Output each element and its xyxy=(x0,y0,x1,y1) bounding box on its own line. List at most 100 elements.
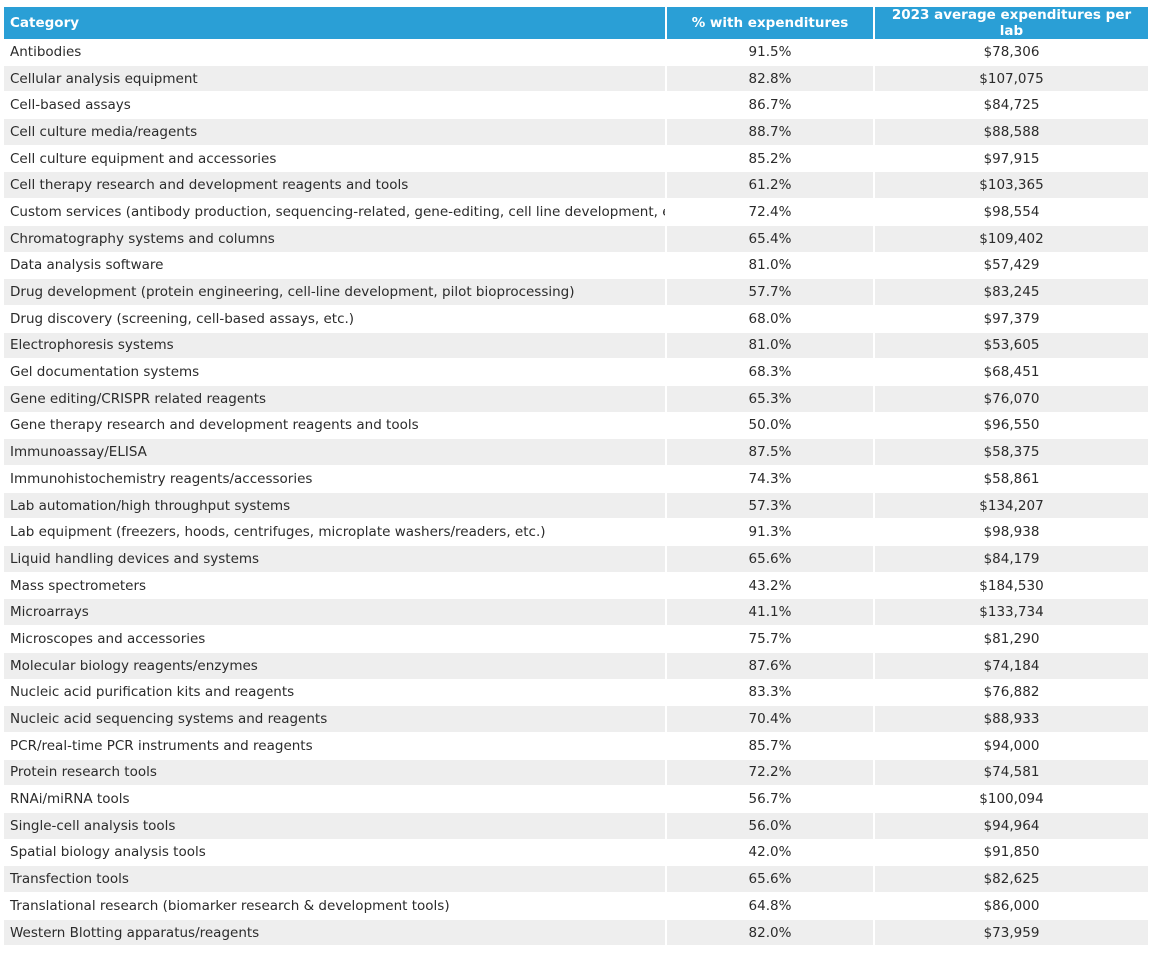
table-row: Cell culture equipment and accessories 85… xyxy=(4,145,1148,173)
cell-percent-with-expenditures: 65.3% xyxy=(667,385,875,413)
cell-category: RNAi/miRNA tools xyxy=(4,786,667,813)
cell-average-expenditures: $100,094 xyxy=(875,786,1148,813)
cell-category: Immunoassay/ELISA xyxy=(4,439,667,466)
cell-category: Lab equipment (freezers, hoods, centrifu… xyxy=(4,519,667,547)
cell-category: Cell culture equipment and accessories xyxy=(4,145,667,173)
cell-percent-with-expenditures: 65.6% xyxy=(667,546,875,573)
cell-percent-with-expenditures: 61.2% xyxy=(667,172,875,200)
cell-percent-with-expenditures: 72.2% xyxy=(667,759,875,787)
cell-category: PCR/real-time PCR instruments and reagen… xyxy=(4,732,667,760)
table-row: Data analysis software 81.0% $57,429 xyxy=(4,252,1148,280)
cell-average-expenditures: $91,850 xyxy=(875,839,1148,867)
cell-category: Mass spectrometers xyxy=(4,572,667,600)
cell-average-expenditures: $83,245 xyxy=(875,279,1148,306)
table-row: Nucleic acid purification kits and reage… xyxy=(4,679,1148,707)
cell-percent-with-expenditures: 83.3% xyxy=(667,679,875,707)
cell-category: Gene editing/CRISPR related reagents xyxy=(4,385,667,413)
cell-average-expenditures: $84,725 xyxy=(875,92,1148,120)
cell-percent-with-expenditures: 68.3% xyxy=(667,359,875,386)
expenditures-table-container: Category % with expenditures 2023 averag… xyxy=(4,7,1148,947)
table-row: Gel documentation systems 68.3% $68,451 xyxy=(4,359,1148,386)
column-header-category: Category xyxy=(4,7,667,39)
cell-percent-with-expenditures: 75.7% xyxy=(667,626,875,653)
table-row: RNAi/miRNA tools 56.7% $100,094 xyxy=(4,786,1148,813)
cell-percent-with-expenditures: 57.7% xyxy=(667,279,875,306)
cell-percent-with-expenditures: 91.3% xyxy=(667,519,875,547)
cell-category: Chromatography systems and columns xyxy=(4,225,667,253)
cell-category: Immunohistochemistry reagents/accessorie… xyxy=(4,466,667,493)
table-body: Antibodies 91.5% $78,306 Cellular analysis … xyxy=(4,39,1148,947)
cell-category: Electrophoresis systems xyxy=(4,332,667,360)
cell-average-expenditures: $184,530 xyxy=(875,572,1148,600)
table-row: Drug development (protein engineering, c… xyxy=(4,279,1148,306)
cell-average-expenditures: $103,365 xyxy=(875,172,1148,200)
cell-percent-with-expenditures: 85.2% xyxy=(667,145,875,173)
cell-category: Molecular biology reagents/enzymes xyxy=(4,652,667,680)
table-row: Gene therapy research and development re… xyxy=(4,412,1148,440)
cell-average-expenditures: $133,734 xyxy=(875,599,1148,627)
table-row: Nucleic acid sequencing systems and reag… xyxy=(4,706,1148,733)
cell-average-expenditures: $88,588 xyxy=(875,119,1148,146)
table-row: Immunohistochemistry reagents/accessorie… xyxy=(4,466,1148,493)
table-row: Liquid handling devices and systems 65.6%… xyxy=(4,546,1148,573)
cell-average-expenditures: $98,938 xyxy=(875,519,1148,547)
table-row: Custom services (antibody production, se… xyxy=(4,199,1148,226)
cell-percent-with-expenditures: 86.7% xyxy=(667,92,875,120)
cell-percent-with-expenditures: 65.6% xyxy=(667,866,875,893)
cell-category: Antibodies xyxy=(4,39,667,66)
cell-category: Microarrays xyxy=(4,599,667,627)
cell-percent-with-expenditures: 56.7% xyxy=(667,786,875,813)
cell-percent-with-expenditures: 64.8% xyxy=(667,893,875,920)
cell-average-expenditures: $68,451 xyxy=(875,359,1148,386)
cell-percent-with-expenditures: 91.5% xyxy=(667,39,875,66)
table-row: Lab equipment (freezers, hoods, centrifu… xyxy=(4,519,1148,547)
cell-category: Translational research (biomarker resear… xyxy=(4,893,667,920)
cell-average-expenditures: $81,290 xyxy=(875,626,1148,653)
cell-category: Nucleic acid sequencing systems and reag… xyxy=(4,706,667,733)
header-row: Category % with expenditures 2023 averag… xyxy=(4,7,1148,39)
cell-percent-with-expenditures: 41.1% xyxy=(667,599,875,627)
cell-average-expenditures: $94,964 xyxy=(875,812,1148,840)
cell-average-expenditures: $94,000 xyxy=(875,732,1148,760)
cell-category: Gel documentation systems xyxy=(4,359,667,386)
cell-average-expenditures: $97,379 xyxy=(875,305,1148,333)
table-row: Mass spectrometers 43.2% $184,530 xyxy=(4,572,1148,600)
cell-average-expenditures: $98,554 xyxy=(875,199,1148,226)
table-row: Single-cell analysis tools 56.0% $94,964 xyxy=(4,812,1148,840)
cell-category: Liquid handling devices and systems xyxy=(4,546,667,573)
table-row: Cell-based assays 86.7% $84,725 xyxy=(4,92,1148,120)
cell-percent-with-expenditures: 65.4% xyxy=(667,225,875,253)
cell-category: Gene therapy research and development re… xyxy=(4,412,667,440)
cell-percent-with-expenditures: 43.2% xyxy=(667,572,875,600)
cell-average-expenditures: $58,375 xyxy=(875,439,1148,466)
cell-percent-with-expenditures: 68.0% xyxy=(667,305,875,333)
cell-average-expenditures: $88,933 xyxy=(875,706,1148,733)
cell-average-expenditures: $82,625 xyxy=(875,866,1148,893)
table-row: Transfection tools 65.6% $82,625 xyxy=(4,866,1148,893)
table-row: Antibodies 91.5% $78,306 xyxy=(4,39,1148,66)
cell-category: Transfection tools xyxy=(4,866,667,893)
cell-average-expenditures: $84,179 xyxy=(875,546,1148,573)
cell-category: Protein research tools xyxy=(4,759,667,787)
table-row: Cellular analysis equipment 82.8% $107,075 xyxy=(4,65,1148,93)
table-row: Drug discovery (screening, cell-based as… xyxy=(4,305,1148,333)
table-row: Lab automation/high throughput systems 57… xyxy=(4,492,1148,520)
cell-average-expenditures: $74,184 xyxy=(875,652,1148,680)
cell-percent-with-expenditures: 81.0% xyxy=(667,332,875,360)
cell-category: Cellular analysis equipment xyxy=(4,65,667,93)
cell-average-expenditures: $97,915 xyxy=(875,145,1148,173)
cell-average-expenditures: $107,075 xyxy=(875,65,1148,93)
cell-category: Data analysis software xyxy=(4,252,667,280)
cell-category: Microscopes and accessories xyxy=(4,626,667,653)
cell-category: Cell-based assays xyxy=(4,92,667,120)
table-row: Cell culture media/reagents 88.7% $88,588 xyxy=(4,119,1148,146)
cell-category: Cell therapy research and development re… xyxy=(4,172,667,200)
cell-percent-with-expenditures: 81.0% xyxy=(667,252,875,280)
expenditures-table: Category % with expenditures 2023 averag… xyxy=(4,7,1148,947)
cell-category: Drug development (protein engineering, c… xyxy=(4,279,667,306)
table-row: Microscopes and accessories 75.7% $81,290 xyxy=(4,626,1148,653)
cell-percent-with-expenditures: 82.0% xyxy=(667,919,875,947)
cell-percent-with-expenditures: 88.7% xyxy=(667,119,875,146)
cell-category: Single-cell analysis tools xyxy=(4,812,667,840)
table-row: Immunoassay/ELISA 87.5% $58,375 xyxy=(4,439,1148,466)
